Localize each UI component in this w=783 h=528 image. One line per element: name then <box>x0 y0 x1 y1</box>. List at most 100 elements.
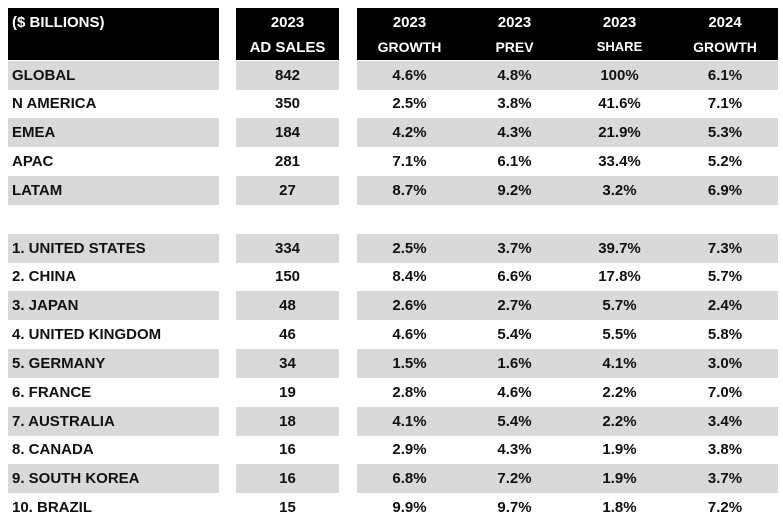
prev-2023-value: 1.6% <box>462 348 567 378</box>
share-2023-value: 5.7% <box>567 291 672 321</box>
ad-sales-value: 842 <box>236 60 339 90</box>
growth-2024-value: 7.2% <box>707 499 743 517</box>
row-label: 5. GERMANY <box>8 348 219 378</box>
prev-2023-value: 6.1% <box>497 153 532 171</box>
row-label: 10. BRAZIL <box>12 499 93 517</box>
row-label: 2. CHINA <box>12 268 77 286</box>
ad-sales-value: 334 <box>236 233 339 263</box>
growth-2024-value: 3.8% <box>707 441 743 459</box>
share-2023-value: 1.8% <box>602 499 637 517</box>
header-share-2023: 2023 SHARE <box>567 8 672 60</box>
growth-2024-value: 3.4% <box>672 406 778 436</box>
country-row: 9. SOUTH KOREA 16 6.8% 7.2% 1.9% 3.7% <box>0 464 783 494</box>
prev-2023-value: 4.8% <box>462 60 567 90</box>
header-prev-2023: 2023 PREV <box>462 8 567 60</box>
column-year: 2023 <box>392 14 427 31</box>
share-2023-value: 3.2% <box>567 175 672 205</box>
country-row: 7. AUSTRALIA 18 4.1% 5.4% 2.2% 3.4% <box>0 406 783 436</box>
growth-2023-value: 9.9% <box>392 499 427 517</box>
growth-2023-value: 2.5% <box>392 95 427 113</box>
growth-2023-value: 7.1% <box>392 153 427 171</box>
prev-2023-value: 2.7% <box>462 291 567 321</box>
row-label: 4. UNITED KINGDOM <box>12 326 162 344</box>
growth-2023-value: 2.6% <box>357 291 462 321</box>
growth-2023-value: 4.2% <box>357 118 462 148</box>
ad-sales-value: 15 <box>279 499 296 517</box>
growth-2023-value: 4.6% <box>392 326 427 344</box>
row-label: 9. SOUTH KOREA <box>8 464 219 494</box>
share-2023-value: 100% <box>567 60 672 90</box>
growth-2024-value: 5.3% <box>672 118 778 148</box>
growth-2024-value: 7.1% <box>707 95 743 113</box>
growth-2024-value: 7.3% <box>672 233 778 263</box>
prev-2023-value: 4.3% <box>462 118 567 148</box>
row-label: EMEA <box>8 118 219 148</box>
share-2023-value: 4.1% <box>567 348 672 378</box>
header-growth-2024: 2024 GROWTH <box>672 8 778 60</box>
share-2023-value: 33.4% <box>598 153 641 171</box>
prev-2023-value: 3.8% <box>497 95 532 113</box>
ad-sales-value: 184 <box>236 118 339 148</box>
row-label: LATAM <box>8 175 219 205</box>
prev-2023-value: 5.4% <box>462 406 567 436</box>
growth-2024-value: 5.8% <box>707 326 743 344</box>
row-label: 6. FRANCE <box>12 383 92 401</box>
country-row: 10. BRAZIL 15 9.9% 9.7% 1.8% 7.2% <box>0 493 783 522</box>
prev-2023-value: 9.2% <box>462 175 567 205</box>
ad-sales-value: 350 <box>274 95 301 113</box>
share-2023-value: 39.7% <box>567 233 672 263</box>
growth-2023-value: 2.9% <box>392 441 427 459</box>
column-title: SHARE <box>596 39 643 54</box>
ad-sales-value: 18 <box>236 406 339 436</box>
column-year: 2023 <box>497 14 532 31</box>
country-row: 2. CHINA 150 8.4% 6.6% 17.8% 5.7% <box>0 262 783 291</box>
growth-2024-value: 6.1% <box>672 60 778 90</box>
growth-2023-value: 2.8% <box>392 383 427 401</box>
region-row: EMEA 184 4.2% 4.3% 21.9% 5.3% <box>0 118 783 148</box>
column-year: 2023 <box>602 14 637 31</box>
column-year: 2023 <box>270 14 305 31</box>
row-label: N AMERICA <box>12 95 97 113</box>
ad-sales-value: 150 <box>274 268 301 286</box>
column-title: GROWTH <box>377 39 442 55</box>
growth-2023-value: 4.1% <box>357 406 462 436</box>
growth-2023-value: 1.5% <box>357 348 462 378</box>
prev-2023-value: 4.6% <box>497 383 532 401</box>
growth-2024-value: 5.2% <box>707 153 743 171</box>
growth-2024-value: 7.0% <box>707 383 743 401</box>
column-title: GROWTH <box>693 39 757 55</box>
ad-sales-value: 46 <box>279 326 296 344</box>
growth-2024-value: 2.4% <box>672 291 778 321</box>
column-year: 2024 <box>708 14 742 31</box>
growth-2024-value: 3.7% <box>672 464 778 494</box>
row-label: 3. JAPAN <box>8 291 219 321</box>
country-row: 8. CANADA 16 2.9% 4.3% 1.9% 3.8% <box>0 435 783 464</box>
prev-2023-value: 6.6% <box>497 268 532 286</box>
country-row: 6. FRANCE 19 2.8% 4.6% 2.2% 7.0% <box>0 378 783 407</box>
growth-2023-value: 8.7% <box>357 175 462 205</box>
region-row: APAC 281 7.1% 6.1% 33.4% 5.2% <box>0 147 783 176</box>
row-label: GLOBAL <box>8 60 219 90</box>
row-label: 8. CANADA <box>12 441 94 459</box>
row-label: 1. UNITED STATES <box>8 233 219 263</box>
growth-2024-value: 5.7% <box>707 268 743 286</box>
growth-2023-value: 2.5% <box>357 233 462 263</box>
header-growth-2023: 2023 GROWTH <box>357 8 462 60</box>
growth-2023-value: 8.4% <box>392 268 427 286</box>
ad-sales-value: 16 <box>279 441 296 459</box>
share-2023-value: 1.9% <box>602 441 637 459</box>
share-2023-value: 2.2% <box>602 383 637 401</box>
country-row: 4. UNITED KINGDOM 46 4.6% 5.4% 5.5% 5.8% <box>0 320 783 349</box>
region-row: N AMERICA 350 2.5% 3.8% 41.6% 7.1% <box>0 89 783 118</box>
country-row: 3. JAPAN 48 2.6% 2.7% 5.7% 2.4% <box>0 291 783 321</box>
country-row: 1. UNITED STATES 334 2.5% 3.7% 39.7% 7.3% <box>0 233 783 263</box>
growth-2024-value: 6.9% <box>672 175 778 205</box>
ad-sales-value: 27 <box>236 175 339 205</box>
share-2023-value: 17.8% <box>598 268 641 286</box>
share-2023-value: 21.9% <box>567 118 672 148</box>
prev-2023-value: 3.7% <box>462 233 567 263</box>
units-label: ($ BILLIONS) <box>12 14 105 31</box>
column-title: AD SALES <box>249 39 326 56</box>
column-title: PREV <box>495 39 534 55</box>
row-label: APAC <box>12 153 54 171</box>
